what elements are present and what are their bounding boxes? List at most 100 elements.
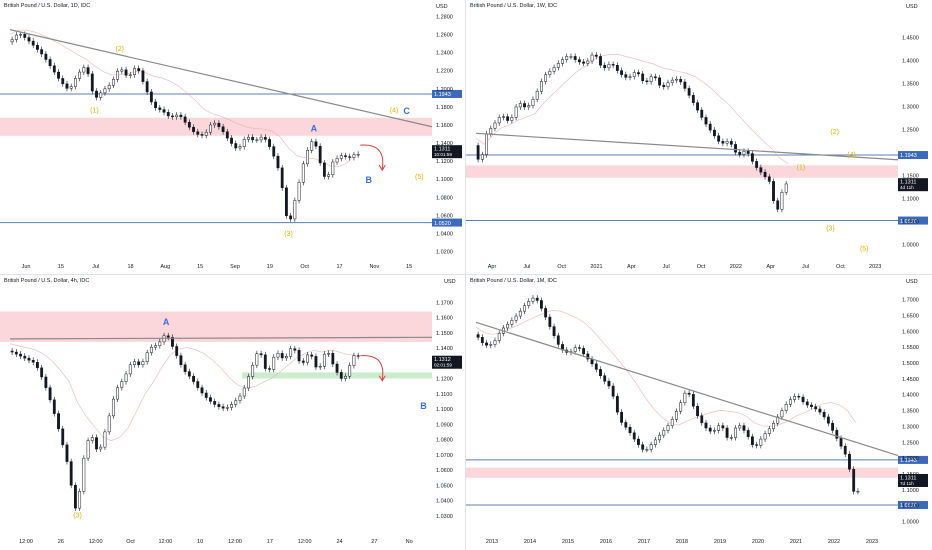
candle-up — [103, 88, 107, 94]
candle-up — [128, 74, 132, 76]
candle-up — [569, 56, 573, 58]
candle-down — [586, 353, 590, 360]
x-tick-label: Apr — [488, 264, 497, 270]
candle-down — [23, 355, 27, 359]
candle-up — [497, 333, 501, 341]
candle-up — [480, 154, 484, 160]
x-tick-label: 2023 — [866, 539, 878, 545]
monthly-chart-svg[interactable]: 1.1943 1.0520 1.7000 1.6500 1.6000 1.5500 1.50… — [466, 275, 932, 550]
candle-up — [111, 398, 115, 417]
y-tick-label: 1.0400 — [436, 499, 453, 505]
candle-up — [327, 174, 331, 177]
price-tag — [432, 145, 462, 159]
candle-down — [704, 422, 708, 429]
candle-down — [746, 430, 750, 437]
daily-chart-panel[interactable]: British Pound / U.S. Dollar, 1D, IDC USD… — [0, 0, 466, 275]
h4-chart-panel[interactable]: British Pound / U.S. Dollar, 4h, IDC USD… — [0, 275, 466, 550]
candle-up — [531, 297, 535, 302]
y-tick-label: 1.1700 — [436, 300, 453, 306]
y-tick-label: 1.0800 — [436, 438, 453, 444]
candle-up — [103, 431, 107, 448]
x-tick-label: 2017 — [638, 539, 650, 545]
candle-down — [192, 126, 195, 132]
candle-down — [48, 59, 52, 67]
x-tick-label: No — [406, 539, 413, 545]
candle-up — [767, 428, 771, 434]
x-tick-label: 15 — [58, 264, 64, 270]
candle-down — [36, 44, 39, 50]
candle-up — [742, 151, 746, 155]
x-tick-label: 12:00 — [228, 539, 242, 545]
weekly-chart-panel[interactable]: British Pound / U.S. Dollar, 1W, IDC USD… — [466, 0, 932, 275]
arrow-head-icon — [378, 164, 386, 172]
y-tick-label: 1.3500 — [902, 81, 919, 87]
level-tag — [898, 216, 928, 225]
candle-down — [679, 78, 683, 83]
abc-label: C — [403, 106, 410, 116]
candle-up — [662, 430, 666, 436]
candle-up — [107, 84, 111, 90]
monthly-chart-panel[interactable]: British Pound / U.S. Dollar, 1M, IDC USD… — [466, 275, 932, 550]
y-tick-label: 1.1000 — [902, 196, 919, 202]
candle-down — [86, 67, 90, 75]
candle-down — [620, 411, 624, 423]
candle-down — [814, 406, 818, 410]
candle-up — [14, 34, 18, 40]
candle-up — [552, 67, 556, 72]
candle-down — [36, 361, 39, 369]
candle-up — [856, 490, 860, 493]
candle-down — [755, 444, 759, 446]
moving-average-line — [9, 343, 357, 442]
candle-down — [179, 355, 183, 366]
candle-down — [700, 109, 704, 118]
candle-up — [352, 355, 356, 366]
wave-label: (1) — [90, 107, 99, 114]
candle-down — [65, 83, 69, 89]
daily-chart-svg[interactable]: 1.1943 1.0520 1.2800 1.2600 1.2400 1.2200 1.20… — [0, 0, 466, 275]
candle-down — [611, 64, 615, 66]
y-tick-label: 1.4500 — [902, 35, 919, 41]
candle-up — [306, 354, 309, 363]
wave-label: (3) — [73, 512, 82, 519]
candle-down — [280, 167, 284, 189]
candle-down — [556, 335, 560, 345]
support-zone — [242, 372, 432, 379]
candle-down — [653, 76, 657, 79]
weekly-chart-svg[interactable]: 1.1943 1.0520 1.4500 1.4000 1.3500 1.3000 1.25… — [466, 0, 932, 275]
candle-down — [480, 337, 484, 344]
candle-down — [721, 425, 725, 429]
candle-down — [594, 54, 598, 57]
candle-up — [133, 361, 136, 366]
candle-up — [276, 353, 280, 358]
candle-up — [344, 375, 347, 379]
candle-down — [738, 151, 742, 155]
candle-up — [738, 425, 742, 429]
candle-down — [637, 438, 640, 445]
candle-up — [111, 79, 115, 86]
x-tick-label: Aug — [160, 264, 170, 270]
candle-down — [628, 426, 632, 434]
candle-down — [835, 430, 839, 439]
candle-down — [725, 427, 729, 438]
x-tick-label: 2016 — [600, 539, 612, 545]
y-tick-label: 1.2600 — [436, 33, 453, 39]
y-tick-label: 1.3000 — [902, 104, 919, 110]
candle-down — [209, 397, 212, 402]
candle-up — [649, 444, 653, 450]
y-tick-label: 1.4000 — [902, 58, 919, 64]
candle-down — [696, 102, 699, 111]
price-tag-countdown: 02:01:59 — [434, 363, 452, 368]
candle-down — [73, 485, 77, 509]
candle-down — [755, 161, 759, 168]
chart-title: British Pound / U.S. Dollar, 1D, IDC — [4, 3, 91, 9]
h4-chart-svg[interactable]: 1.1700 1.1600 1.1500 1.1400 1.1200 1.1100 1.10… — [0, 275, 466, 550]
candle-up — [725, 141, 729, 144]
level-tag — [898, 151, 928, 160]
candle-up — [247, 136, 250, 140]
candle-up — [82, 67, 86, 73]
abc-label: A — [163, 317, 170, 327]
candle-down — [31, 359, 35, 363]
candle-up — [255, 353, 259, 366]
candle-down — [776, 200, 780, 210]
candle-down — [700, 415, 704, 424]
